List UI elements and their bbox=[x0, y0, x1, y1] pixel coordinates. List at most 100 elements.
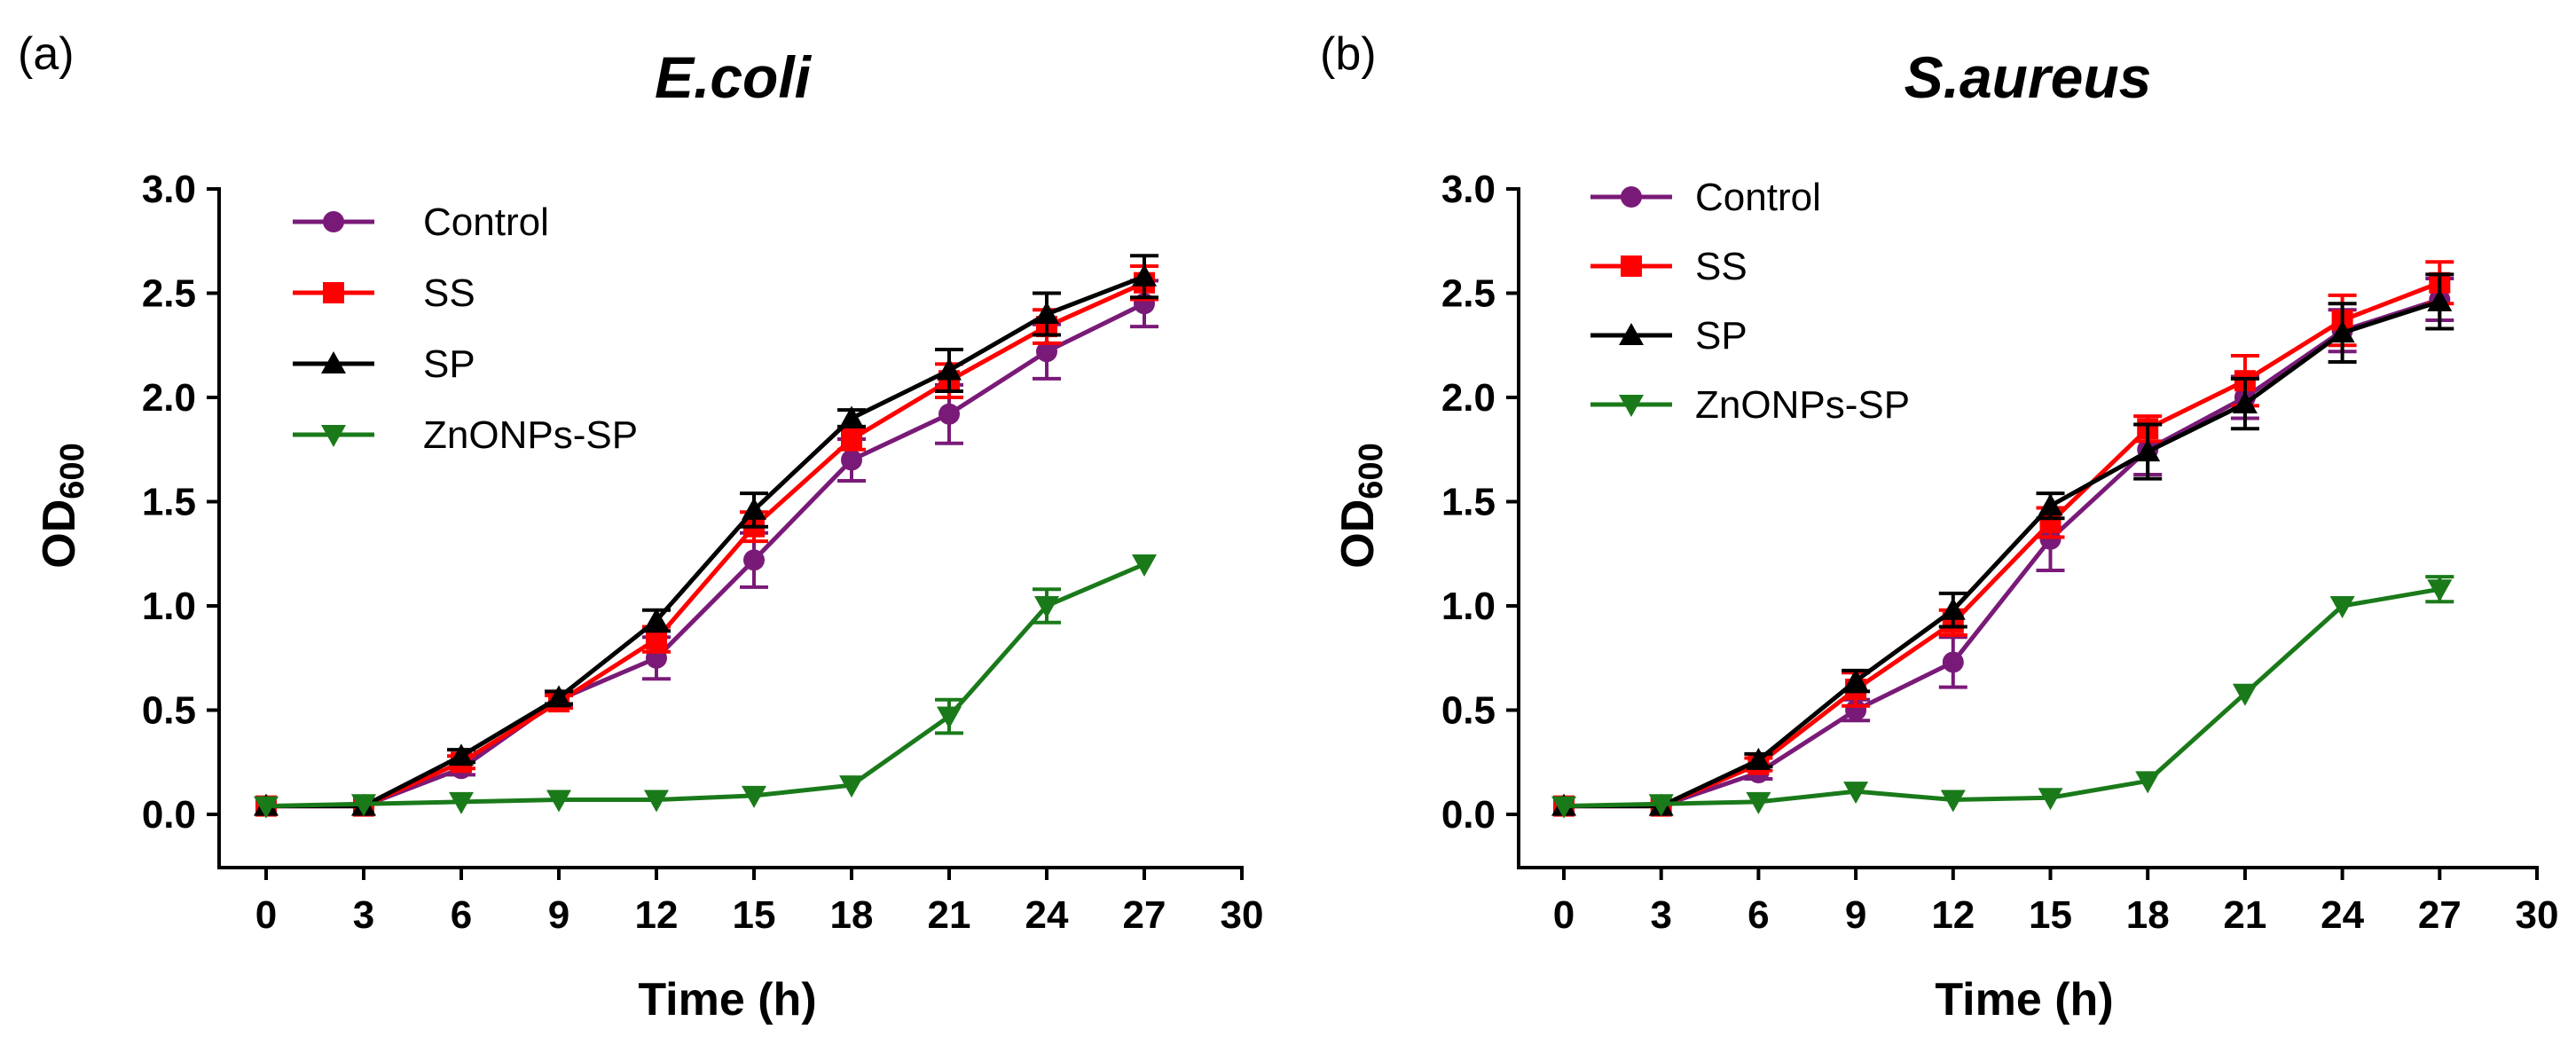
x-tick-label: 15 bbox=[733, 893, 776, 937]
data-point bbox=[644, 790, 669, 813]
data-point bbox=[2427, 288, 2453, 311]
data-point bbox=[2232, 683, 2258, 706]
series-sp bbox=[254, 254, 1158, 816]
legend-entry: Control bbox=[293, 200, 549, 244]
y-axis-title: OD600 bbox=[34, 443, 91, 568]
series-control bbox=[1553, 277, 2454, 817]
legend-marker bbox=[323, 282, 344, 303]
x-tick-label: 24 bbox=[1025, 893, 1069, 937]
data-point bbox=[546, 685, 571, 708]
data-point bbox=[1940, 790, 1966, 813]
series-line bbox=[265, 562, 1145, 809]
legend-marker bbox=[323, 211, 344, 232]
legend-label: SP bbox=[1695, 314, 1747, 358]
x-tick-label: 9 bbox=[548, 893, 569, 937]
data-point bbox=[254, 796, 279, 819]
legend-label: SP bbox=[423, 342, 475, 386]
data-point bbox=[1942, 651, 1964, 673]
legend-label: Control bbox=[1695, 176, 1821, 219]
x-tick-label: 15 bbox=[2029, 893, 2072, 937]
data-point bbox=[2329, 596, 2355, 618]
y-tick-label: 1.5 bbox=[1441, 481, 1496, 524]
y-axis-title-sub: 600 bbox=[54, 443, 91, 499]
x-tick-label: 18 bbox=[830, 893, 874, 937]
y-tick-label: 0.5 bbox=[1441, 689, 1496, 733]
x-tick-label: 6 bbox=[1747, 893, 1769, 937]
x-tick-label: 9 bbox=[1845, 893, 1866, 937]
data-point bbox=[2329, 320, 2355, 343]
data-point bbox=[1034, 302, 1059, 324]
panel-label: (b) bbox=[1320, 28, 1377, 80]
chart-saureus: (b) S.aureus 0.0 0.5 1.0 1.5 2.0 2.5 3.0 0 3 6 9 12… bbox=[1320, 28, 2558, 1025]
y-tick-label: 2.0 bbox=[1441, 376, 1496, 420]
legend-label: ZnONPs-SP bbox=[423, 413, 638, 457]
data-point bbox=[449, 743, 474, 766]
data-point bbox=[839, 775, 864, 798]
legend-marker bbox=[1619, 395, 1644, 417]
x-tick-label: 30 bbox=[2516, 893, 2559, 937]
data-point bbox=[1940, 597, 1966, 620]
series-line bbox=[266, 302, 1146, 809]
chart-title: E.coli bbox=[655, 44, 813, 110]
x-tick-label: 12 bbox=[1931, 893, 1975, 937]
series-znonps-sp bbox=[254, 554, 1157, 819]
data-point bbox=[937, 706, 962, 729]
legend-entry: SS bbox=[293, 271, 475, 315]
legend-marker bbox=[321, 351, 346, 373]
legend-label: Control bbox=[423, 200, 549, 244]
legend-entry: Control bbox=[1590, 176, 1821, 219]
data-point bbox=[1034, 596, 1059, 618]
x-tick-label: 0 bbox=[1553, 893, 1575, 937]
x-tick-label: 21 bbox=[2223, 893, 2266, 937]
data-point bbox=[546, 790, 571, 813]
legend: Control SS SP ZnONPs-SP bbox=[1590, 176, 1910, 427]
data-point bbox=[2135, 771, 2161, 794]
data-point bbox=[1843, 668, 1869, 691]
y-tick-label: 3.0 bbox=[1441, 168, 1496, 211]
series-line bbox=[1564, 297, 2441, 809]
legend: Control SS SP ZnONPs-SP bbox=[293, 200, 638, 457]
data-point bbox=[1132, 554, 1157, 577]
data-point bbox=[1746, 791, 1771, 814]
data-point bbox=[1036, 341, 1057, 363]
legend-entry: ZnONPs-SP bbox=[1590, 383, 1910, 427]
data-point bbox=[1843, 782, 1869, 805]
series-line bbox=[266, 274, 1145, 809]
data-point bbox=[351, 794, 376, 817]
x-tick-label: 6 bbox=[451, 893, 472, 937]
y-tick-label: 2.5 bbox=[1441, 272, 1496, 316]
data-point bbox=[742, 785, 766, 808]
data-point bbox=[743, 549, 765, 571]
axes: 0.0 0.5 1.0 1.5 2.0 2.5 3.0 0 3 6 9 12 15 18 21 24 27 30 bbox=[1441, 168, 2559, 937]
series-line bbox=[1563, 586, 2440, 809]
data-point bbox=[839, 405, 864, 428]
x-tick-label: 18 bbox=[2126, 893, 2170, 937]
series-line bbox=[1564, 280, 2441, 809]
series-line bbox=[266, 280, 1146, 809]
series-znonps-sp bbox=[1551, 575, 2454, 819]
x-tick-label: 24 bbox=[2321, 893, 2364, 937]
data-point bbox=[2038, 493, 2063, 516]
x-tick-label: 12 bbox=[635, 893, 679, 937]
y-tick-label: 1.5 bbox=[142, 481, 196, 524]
data-point bbox=[2135, 439, 2161, 462]
y-tick-label: 2.5 bbox=[142, 272, 196, 316]
data-point bbox=[2232, 391, 2258, 414]
y-axis-title-main: OD bbox=[1332, 499, 1384, 569]
series-layer bbox=[1551, 260, 2454, 819]
data-point bbox=[1132, 263, 1157, 287]
legend-marker bbox=[1621, 186, 1642, 208]
y-axis-title-sub: 600 bbox=[1353, 443, 1390, 499]
data-point bbox=[2039, 528, 2062, 550]
x-tick-label: 21 bbox=[928, 893, 971, 937]
legend-entry: SS bbox=[1590, 245, 1747, 288]
x-tick-label: 30 bbox=[1221, 893, 1264, 937]
x-tick-label: 3 bbox=[353, 893, 374, 937]
y-tick-label: 2.0 bbox=[142, 376, 196, 420]
legend-label: SS bbox=[1695, 245, 1747, 288]
x-axis-title: Time (h) bbox=[638, 974, 816, 1025]
data-point bbox=[644, 608, 669, 631]
data-point bbox=[1648, 794, 1674, 817]
x-tick-label: 27 bbox=[2418, 893, 2462, 937]
y-tick-label: 0.5 bbox=[142, 689, 196, 733]
